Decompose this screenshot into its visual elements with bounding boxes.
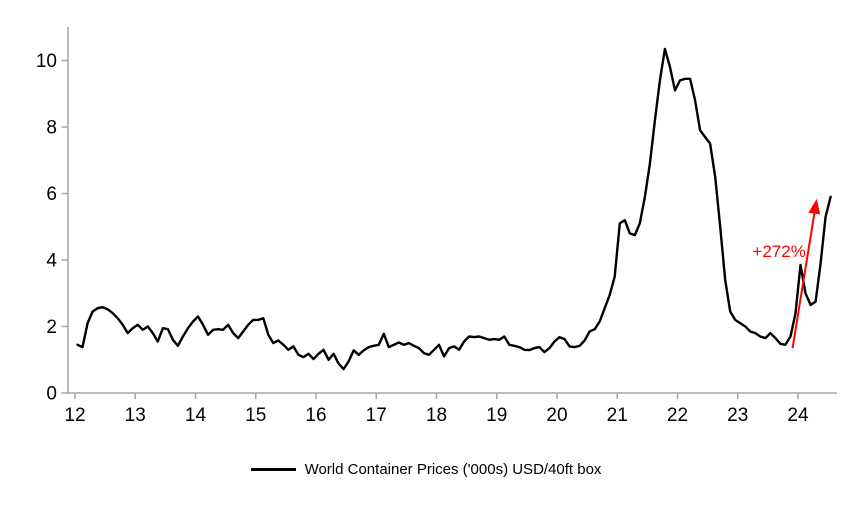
x-axis-tick-label: 24: [787, 405, 809, 426]
x-axis-tick-label: 17: [366, 405, 387, 426]
x-axis-tick-label: 13: [125, 405, 146, 426]
x-axis-tick-label: 16: [305, 405, 326, 426]
y-axis-tick-label: 0: [46, 384, 57, 405]
y-axis-tick-label: 8: [46, 118, 57, 139]
x-axis-tick-label: 22: [667, 405, 688, 426]
legend: World Container Prices ('000s) USD/40ft …: [0, 461, 852, 478]
x-axis-tick-label: 15: [245, 405, 266, 426]
annotation-pct-label: +272%: [752, 242, 806, 261]
x-axis-tick-label: 14: [185, 405, 207, 426]
y-axis-tick-label: 6: [46, 184, 57, 205]
price-line: [76, 47, 832, 371]
x-axis-tick-label: 20: [546, 405, 567, 426]
x-axis-tick-label: 23: [727, 405, 748, 426]
x-axis-tick-label: 21: [607, 405, 628, 426]
legend-label: World Container Prices ('000s) USD/40ft …: [304, 461, 602, 478]
legend-line-swatch: [250, 468, 296, 471]
x-axis-tick-label: 12: [64, 405, 85, 426]
y-axis-tick-label: 10: [36, 51, 57, 72]
annotation-arrow: [791, 198, 821, 349]
y-axis-tick-label: 2: [46, 317, 57, 338]
x-axis-tick-label: 18: [426, 405, 447, 426]
x-axis-tick-label: 19: [486, 405, 507, 426]
y-axis-tick-label: 4: [46, 251, 57, 272]
